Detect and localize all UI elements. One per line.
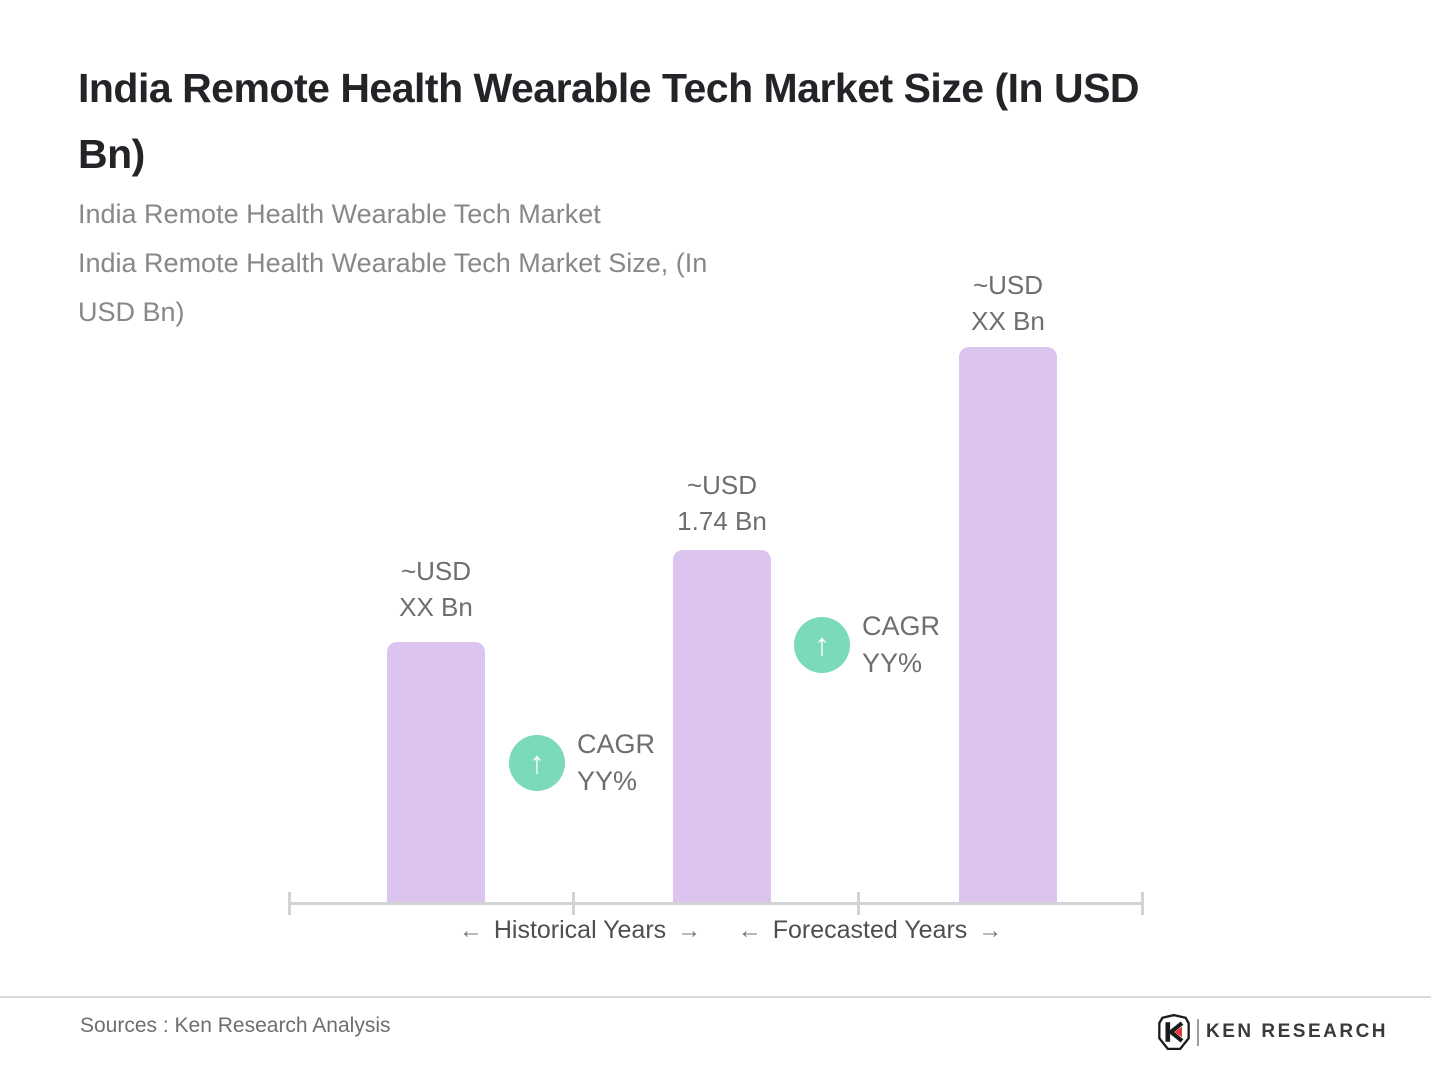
footer-divider xyxy=(0,996,1431,998)
cagr-annotation-2: ↑ CAGR YY% xyxy=(794,608,940,682)
bar-forecast xyxy=(959,347,1057,903)
bar-historical xyxy=(387,642,485,903)
bar-value-label-base: ~USD 1.74 Bn xyxy=(612,467,832,539)
sources-text: Sources : Ken Research Analysis xyxy=(80,1014,391,1037)
cagr-label: CAGR xyxy=(577,729,656,759)
bar-value-label-line: ~USD xyxy=(972,270,1044,300)
x-axis-tick xyxy=(1141,892,1144,915)
page-title-line-2: Bn) xyxy=(78,131,145,177)
logo-wordmark: KEN RESEARCH xyxy=(1206,1021,1389,1042)
subtitle-size: India Remote Health Wearable Tech Market… xyxy=(78,239,918,337)
axis-segment-label: Historical Years xyxy=(493,916,667,944)
bar-value-label-historical: ~USD XX Bn xyxy=(326,553,546,625)
logo-separator xyxy=(1197,1018,1199,1046)
axis-segment-forecasted: ← Forecasted Years → xyxy=(698,916,1042,945)
x-axis-tick xyxy=(857,892,860,915)
ken-research-logo: KEN RESEARCH xyxy=(1158,1010,1388,1054)
bar-value-label-line: 1.74 Bn xyxy=(677,506,767,536)
cagr-value: YY% xyxy=(577,766,638,796)
cagr-annotation-1: ↑ CAGR YY% xyxy=(509,726,655,800)
cagr-label: CAGR xyxy=(862,611,941,641)
cagr-value: YY% xyxy=(862,648,923,678)
arrow-left-icon: ← xyxy=(737,916,762,944)
bar-value-label-line: ~USD xyxy=(686,470,758,500)
subtitle-market: India Remote Health Wearable Tech Market xyxy=(78,199,601,229)
cagr-annotation-text: CAGR YY% xyxy=(577,726,655,800)
subtitle-size-line-1: India Remote Health Wearable Tech Market… xyxy=(78,248,708,278)
logo-red-accent xyxy=(1174,1026,1182,1038)
bar-value-label-line: XX Bn xyxy=(971,306,1045,336)
x-axis-line xyxy=(289,902,1142,905)
arrow-left-icon: ← xyxy=(458,916,483,944)
bar-value-label-line: ~USD xyxy=(400,556,472,586)
x-axis-tick xyxy=(288,892,291,915)
axis-segment-historical: ← Historical Years → xyxy=(408,916,752,945)
page-title: India Remote Health Wearable Tech Market… xyxy=(78,55,1358,187)
arrow-right-icon: → xyxy=(677,916,702,944)
growth-circle-badge: ↑ xyxy=(794,617,850,673)
x-axis-tick xyxy=(572,892,575,915)
page-title-line-1: India Remote Health Wearable Tech Market… xyxy=(78,65,1140,111)
arrow-up-icon: ↑ xyxy=(814,626,830,662)
arrow-right-icon: → xyxy=(978,916,1003,944)
bar-value-label-line: XX Bn xyxy=(399,592,473,622)
ken-research-shield-icon xyxy=(1158,1013,1190,1051)
growth-circle-badge: ↑ xyxy=(509,735,565,791)
arrow-up-icon: ↑ xyxy=(529,744,545,780)
subtitle-size-line-2: USD Bn) xyxy=(78,297,185,327)
bar-base xyxy=(673,550,771,903)
cagr-annotation-text: CAGR YY% xyxy=(862,608,940,682)
axis-segment-label: Forecasted Years xyxy=(772,916,968,944)
bar-value-label-forecast: ~USD XX Bn xyxy=(898,267,1118,339)
